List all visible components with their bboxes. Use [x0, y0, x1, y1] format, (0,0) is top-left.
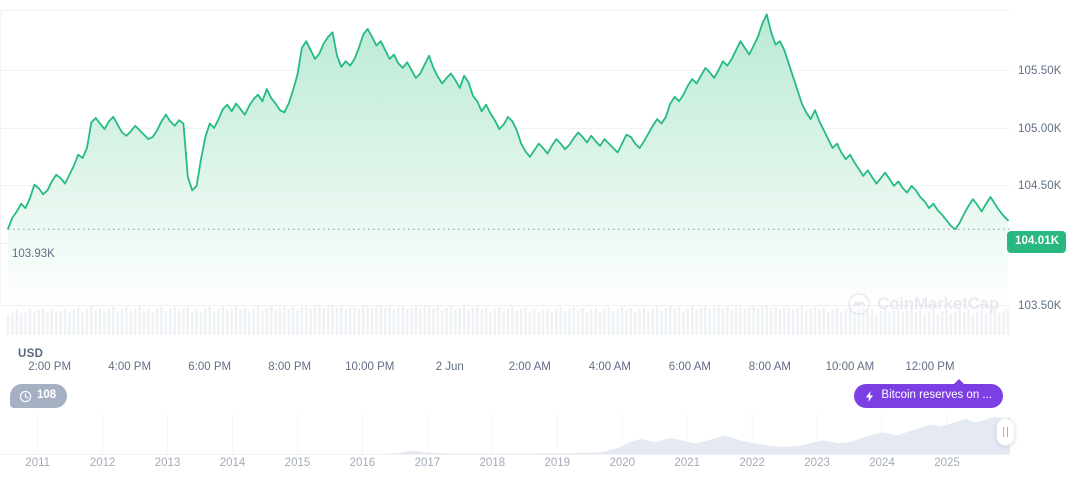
- y-tick-0: 105.50K: [1018, 65, 1062, 77]
- year-tick-2022: 2022: [739, 457, 765, 469]
- year-tick-2024: 2024: [869, 457, 895, 469]
- year-tick-2014: 2014: [219, 457, 246, 469]
- history-clock-icon: [19, 390, 32, 402]
- x-tick-1: 4:00 PM: [108, 361, 152, 373]
- currency-label: USD: [18, 348, 44, 360]
- x-tick-6: 2:00 AM: [508, 361, 551, 373]
- price-line: [7, 13, 1009, 231]
- x-axis: 2:00 PM 4:00 PM 6:00 PM 8:00 PM 10:00 PM 2 Ju…: [0, 361, 1010, 384]
- year-tick-2018: 2018: [479, 457, 506, 469]
- x-tick-9: 8:00 AM: [748, 361, 791, 373]
- y-tick-2: 104.50K: [1018, 180, 1062, 192]
- price-area: [8, 14, 1008, 305]
- navigator-canvas: [0, 413, 1010, 455]
- navigator-area: [0, 417, 1010, 455]
- current-price-badge[interactable]: 104.01K: [1007, 231, 1067, 253]
- y-tick-3: 103.50K: [1018, 300, 1062, 312]
- volume-bars: [6, 302, 1010, 335]
- year-tick-2019: 2019: [544, 457, 571, 469]
- news-badge[interactable]: Bitcoin reserves on ...: [854, 379, 1003, 408]
- price-chart-canvas: [0, 10, 1010, 335]
- year-tick-2020: 2020: [609, 457, 636, 469]
- chart-badges: 108 Bitcoin reserves on ...: [0, 379, 1010, 410]
- year-tick-2015: 2015: [284, 457, 311, 469]
- history-count-badge[interactable]: 108: [10, 384, 68, 408]
- navigator-right-handle[interactable]: [996, 418, 1015, 446]
- year-tick-2011: 2011: [25, 457, 51, 469]
- range-navigator[interactable]: [0, 413, 1010, 455]
- x-tick-2: 6:00 PM: [188, 361, 232, 373]
- y-axis: 105.50K 105.00K 104.50K 103.50K: [1010, 0, 1072, 360]
- news-badge-label: Bitcoin reserves on ...: [881, 389, 992, 402]
- handle-grip-line-1: [1003, 427, 1004, 437]
- x-tick-10: 10:00 AM: [825, 361, 875, 373]
- y-tick-1: 105.00K: [1018, 123, 1062, 135]
- year-tick-2025: 2025: [934, 457, 960, 469]
- x-tick-11: 12:00 PM: [905, 361, 955, 373]
- price-chart[interactable]: 103.93K CoinMarketCap: [0, 0, 1010, 360]
- low-price-label: 103.93K: [12, 248, 55, 260]
- history-count-label: 108: [37, 389, 57, 402]
- x-tick-3: 8:00 PM: [268, 361, 312, 373]
- year-tick-2023: 2023: [804, 457, 830, 469]
- x-tick-5: 2 Jun: [435, 361, 464, 373]
- lightning-bolt-icon: [866, 390, 874, 402]
- x-tick-0: 2:00 PM: [28, 361, 72, 373]
- handle-grip-line-2: [1007, 427, 1008, 437]
- navigator-year-axis: 2011 2012 2013 2014 2015 2016 2017 2018 2019 2020…: [0, 457, 1010, 476]
- year-tick-2013: 2013: [154, 457, 181, 469]
- x-tick-4: 10:00 PM: [345, 361, 395, 373]
- year-tick-2017: 2017: [414, 457, 441, 469]
- year-tick-2012: 2012: [89, 457, 116, 469]
- year-tick-2021: 2021: [674, 457, 700, 469]
- year-tick-2016: 2016: [349, 457, 376, 469]
- x-tick-8: 6:00 AM: [668, 361, 711, 373]
- x-tick-7: 4:00 AM: [588, 361, 631, 373]
